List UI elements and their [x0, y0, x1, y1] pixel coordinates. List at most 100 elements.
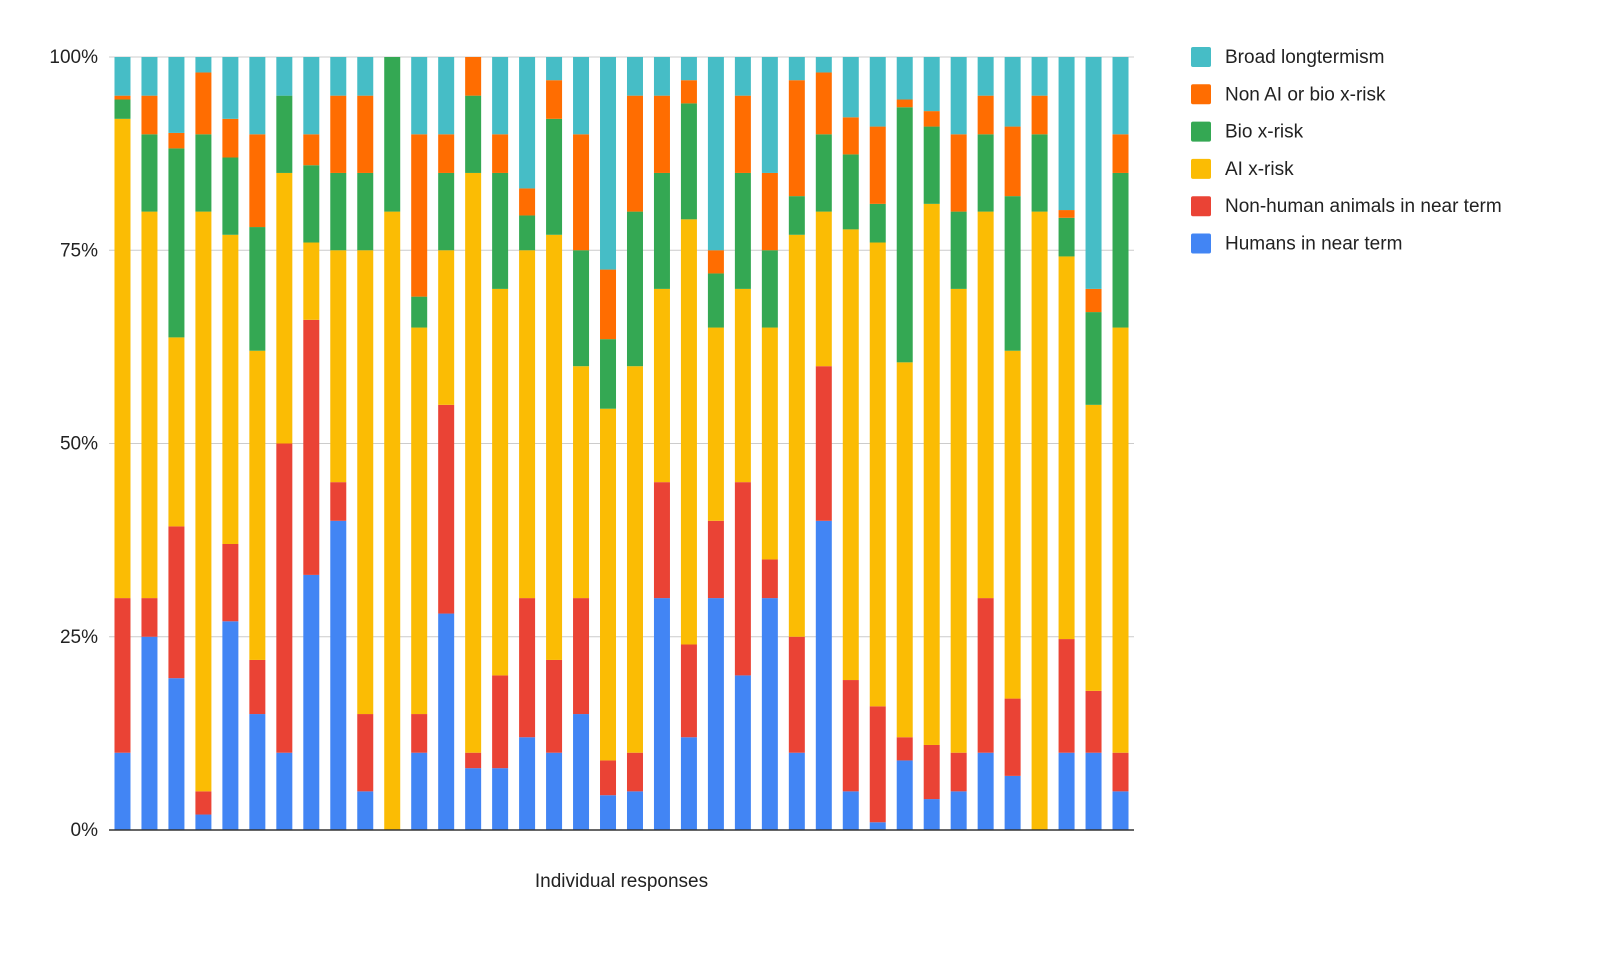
bar-segment — [869, 57, 886, 127]
bar-segment — [626, 752, 643, 792]
bar-segment — [734, 95, 751, 173]
bar-segment — [438, 404, 455, 614]
response-bar — [195, 57, 212, 830]
bar-segment — [600, 269, 617, 340]
bar-segment — [114, 118, 131, 599]
bar-segment — [492, 172, 509, 289]
bar-segment — [114, 598, 131, 753]
bar-segment — [438, 57, 455, 135]
bars — [114, 57, 1129, 831]
bar-segment — [276, 57, 293, 96]
bar-segment — [384, 57, 401, 212]
bar-segment — [357, 250, 374, 715]
bar-segment — [141, 636, 158, 830]
response-bar — [680, 57, 697, 830]
bar-segment — [626, 791, 643, 830]
bar-segment — [950, 288, 967, 753]
bar-segment — [600, 408, 617, 761]
bar-segment — [1058, 752, 1075, 830]
bar-segment — [869, 822, 886, 830]
bar-segment — [330, 250, 347, 483]
bar-segment — [1004, 126, 1021, 197]
bar-segment — [276, 172, 293, 444]
response-bar — [519, 57, 536, 830]
bar-segment — [815, 211, 832, 367]
response-bar — [384, 57, 401, 831]
bar-segment — [869, 126, 886, 204]
bar-segment — [195, 814, 212, 830]
bar-segment — [1085, 288, 1102, 313]
response-bar — [330, 57, 347, 830]
bar-segment — [384, 211, 401, 831]
bar-segment — [950, 211, 967, 289]
bar-segment — [896, 57, 913, 100]
bar-segment — [114, 752, 131, 830]
bar-segment — [519, 188, 536, 216]
bar-segment — [761, 559, 778, 599]
bar-segment — [492, 134, 509, 173]
bar-segment — [896, 99, 913, 108]
bar-segment — [249, 57, 266, 135]
bar-segment — [222, 234, 239, 544]
bar-segment — [896, 737, 913, 761]
bar-segment — [869, 203, 886, 243]
bar-segment — [546, 57, 563, 81]
bar-segment — [1112, 752, 1129, 792]
bar-segment — [761, 172, 778, 251]
bar-segment — [249, 714, 266, 830]
response-bar — [896, 57, 913, 830]
bar-segment — [653, 95, 670, 173]
bar-segment — [1112, 791, 1129, 830]
bar-segment — [303, 134, 320, 166]
y-tick-label: 75% — [60, 240, 98, 261]
bar-segment — [357, 57, 374, 96]
bar-segment — [519, 250, 536, 599]
bar-segment — [357, 714, 374, 792]
legend-swatch — [1191, 47, 1211, 67]
response-bar — [869, 57, 886, 830]
y-tick-label: 0% — [71, 820, 99, 841]
bar-segment — [950, 57, 967, 135]
response-bar — [114, 57, 131, 830]
bar-segment — [141, 211, 158, 599]
response-bar — [357, 57, 374, 830]
bar-segment — [546, 118, 563, 235]
bar-segment — [653, 172, 670, 289]
bar-segment — [1112, 327, 1129, 753]
bar-segment — [303, 319, 320, 575]
bar-segment — [600, 795, 617, 830]
bar-segment — [1112, 57, 1129, 135]
bar-segment — [977, 57, 994, 96]
bar-segment — [653, 598, 670, 830]
response-bar — [438, 57, 455, 830]
bar-segment — [1085, 312, 1102, 405]
bar-segment — [842, 229, 859, 681]
bar-segment — [195, 72, 212, 135]
response-bar — [653, 57, 670, 830]
bar-segment — [1085, 57, 1102, 289]
bar-segment — [626, 211, 643, 367]
bar-segment — [195, 791, 212, 815]
bar-segment — [923, 111, 940, 127]
bar-segment — [1031, 57, 1048, 96]
bar-segment — [680, 57, 697, 81]
bar-segment — [519, 215, 536, 251]
bar-segment — [519, 737, 536, 830]
bar-segment — [977, 598, 994, 753]
bar-segment — [492, 675, 509, 769]
bar-segment — [680, 219, 697, 645]
bar-segment — [923, 203, 940, 745]
bar-segment — [222, 57, 239, 119]
bar-segment — [950, 134, 967, 212]
bar-segment — [1004, 775, 1021, 830]
response-bar — [141, 57, 158, 830]
bar-segment — [573, 598, 590, 715]
bar-segment — [680, 103, 697, 220]
bar-segment — [438, 613, 455, 830]
bar-segment — [734, 57, 751, 96]
bar-segment — [734, 482, 751, 676]
bar-segment — [977, 752, 994, 830]
bar-segment — [330, 482, 347, 521]
bar-segment — [896, 760, 913, 830]
bar-segment — [168, 337, 185, 527]
